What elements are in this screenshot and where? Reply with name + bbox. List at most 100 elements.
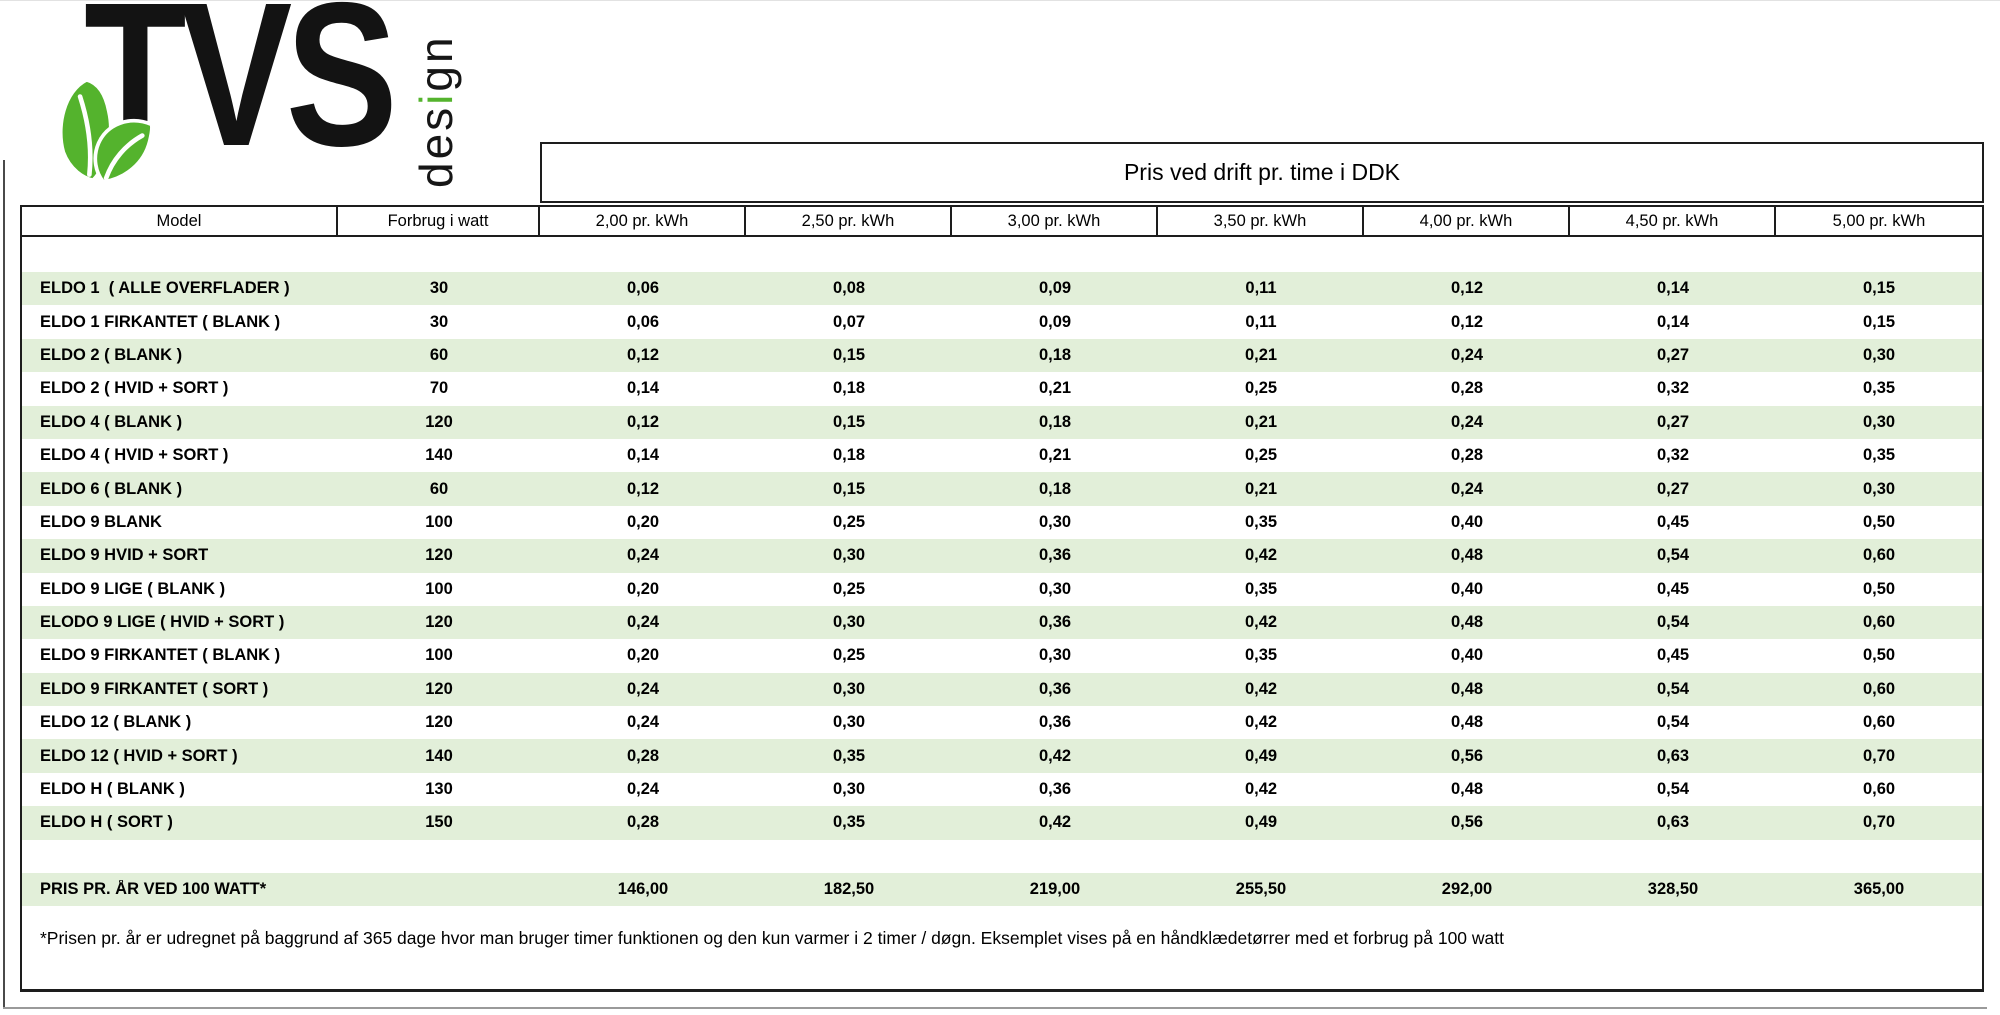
price-cell: 0,24 — [626, 780, 660, 799]
price-cell: 0,54 — [1656, 780, 1690, 799]
column-header-kwh-500: 5,00 pr. kWh — [1832, 211, 1926, 230]
price-cell: 0,30 — [1038, 646, 1072, 665]
table-row: ELDO 9 FIRKANTET ( SORT ) 120 0,24 0,30 … — [22, 672, 1982, 707]
price-cell: 0,42 — [1244, 546, 1278, 565]
price-cell: 0,60 — [1862, 713, 1896, 732]
price-cell: 0,24 — [626, 546, 660, 565]
price-cell: 0,24 — [1450, 479, 1484, 498]
price-cell: 0,60 — [1862, 613, 1896, 632]
table-header-row: Model Forbrug i watt 2,00 pr. kWh 2,50 p… — [20, 205, 1984, 237]
price-cell: 0,30 — [1038, 579, 1072, 598]
price-cell: 0,36 — [1038, 780, 1072, 799]
price-cell: 0,08 — [832, 279, 866, 298]
price-cell: 0,14 — [626, 379, 660, 398]
price-cell: 0,14 — [626, 446, 660, 465]
summary-value: 292,00 — [1441, 880, 1493, 899]
price-cell: 0,42 — [1244, 613, 1278, 632]
price-cell: 0,21 — [1038, 446, 1072, 465]
price-cell: 0,35 — [1244, 512, 1278, 531]
price-cell: 0,09 — [1038, 279, 1072, 298]
model-cell: ELDO 9 FIRKANTET ( SORT ) — [40, 679, 269, 698]
price-cell: 0,30 — [832, 780, 866, 799]
price-cell: 0,30 — [1862, 345, 1896, 364]
price-cell: 0,28 — [626, 813, 660, 832]
model-cell: ELDO 1 ( ALLE OVERFLADER ) — [40, 279, 290, 298]
price-cell: 0,15 — [1862, 312, 1896, 331]
price-cell: 0,70 — [1862, 813, 1896, 832]
model-cell: ELDO 12 ( HVID + SORT ) — [40, 746, 238, 765]
sheet-frame-left — [3, 160, 5, 1008]
price-cell: 0,42 — [1038, 813, 1072, 832]
table-row: ELDO 9 LIGE ( BLANK ) 100 0,20 0,25 0,30… — [22, 573, 1982, 606]
price-cell: 0,35 — [832, 813, 866, 832]
price-cell: 0,21 — [1038, 379, 1072, 398]
model-cell: ELODO 9 LIGE ( HVID + SORT ) — [40, 613, 285, 632]
price-cell: 0,18 — [832, 446, 866, 465]
price-cell: 0,24 — [626, 613, 660, 632]
price-cell: 0,54 — [1656, 546, 1690, 565]
price-cell: 0,42 — [1244, 713, 1278, 732]
tvs-logo: TVS des i gn — [0, 0, 520, 200]
price-cell: 0,48 — [1450, 713, 1484, 732]
price-cell: 0,20 — [626, 579, 660, 598]
price-cell: 0,63 — [1656, 746, 1690, 765]
table-row: ELDO 9 FIRKANTET ( BLANK ) 100 0,20 0,25… — [22, 639, 1982, 672]
price-cell: 0,54 — [1656, 613, 1690, 632]
model-cell: ELDO H ( SORT ) — [40, 813, 173, 832]
watt-cell: 60 — [429, 345, 449, 364]
price-cell: 0,14 — [1656, 312, 1690, 331]
watt-cell: 60 — [429, 479, 449, 498]
watt-cell: 100 — [425, 646, 453, 665]
price-cell: 0,36 — [1038, 679, 1072, 698]
leaf-icon — [58, 78, 154, 182]
price-cell: 0,06 — [626, 279, 660, 298]
price-cell: 0,54 — [1656, 679, 1690, 698]
price-cell: 0,18 — [1038, 345, 1072, 364]
column-header-kwh-450: 4,50 pr. kWh — [1570, 207, 1776, 235]
price-cell: 0,42 — [1244, 679, 1278, 698]
price-cell: 0,21 — [1244, 345, 1278, 364]
model-cell: ELDO H ( BLANK ) — [40, 780, 185, 799]
price-cell: 0,24 — [1450, 345, 1484, 364]
watt-cell: 140 — [425, 746, 453, 765]
price-cell: 0,27 — [1656, 412, 1690, 431]
watt-cell: 70 — [429, 379, 449, 398]
spacer-row — [22, 237, 1982, 272]
price-cell: 0,09 — [1038, 312, 1072, 331]
price-cell: 0,15 — [832, 345, 866, 364]
price-cell: 0,11 — [1245, 279, 1277, 298]
watt-cell: 120 — [425, 713, 453, 732]
price-cell: 0,56 — [1450, 813, 1484, 832]
footnote-text: *Prisen pr. år er udregnet på baggrund a… — [40, 928, 1505, 949]
price-cell: 0,12 — [626, 412, 660, 431]
watt-cell: 120 — [425, 679, 453, 698]
logo-design-text: des i gn — [400, 30, 472, 188]
price-cell: 0,48 — [1450, 546, 1484, 565]
watt-cell: 100 — [425, 512, 453, 531]
price-cell: 0,30 — [832, 546, 866, 565]
model-cell: ELDO 9 LIGE ( BLANK ) — [40, 579, 226, 598]
price-cell: 0,12 — [1450, 312, 1484, 331]
page-edge-line — [0, 0, 2000, 1]
price-cell: 0,21 — [1244, 412, 1278, 431]
price-cell: 0,49 — [1244, 746, 1278, 765]
model-cell: ELDO 2 ( HVID + SORT ) — [40, 379, 229, 398]
price-cell: 0,18 — [1038, 412, 1072, 431]
logo-design-suffix: gn — [410, 34, 462, 92]
empty-row — [22, 840, 1982, 873]
price-cell: 0,12 — [626, 479, 660, 498]
model-cell: ELDO 4 ( BLANK ) — [40, 412, 183, 431]
summary-value: 328,50 — [1647, 880, 1699, 899]
price-cell: 0,24 — [1450, 412, 1484, 431]
table-row: ELDO 12 ( BLANK ) 120 0,24 0,30 0,36 0,4… — [22, 706, 1982, 739]
price-cell: 0,28 — [626, 746, 660, 765]
model-cell: ELDO 4 ( HVID + SORT ) — [40, 446, 229, 465]
watt-cell: 120 — [425, 412, 453, 431]
column-header-model: Model — [22, 207, 338, 235]
price-cell: 0,15 — [832, 479, 866, 498]
model-cell: ELDO 9 BLANK — [40, 512, 162, 531]
table-row: ELDO H ( BLANK ) 130 0,24 0,30 0,36 0,42… — [22, 773, 1982, 806]
price-cell: 0,07 — [832, 312, 866, 331]
table-row: ELDO 9 HVID + SORT 120 0,24 0,30 0,36 0,… — [22, 539, 1982, 573]
